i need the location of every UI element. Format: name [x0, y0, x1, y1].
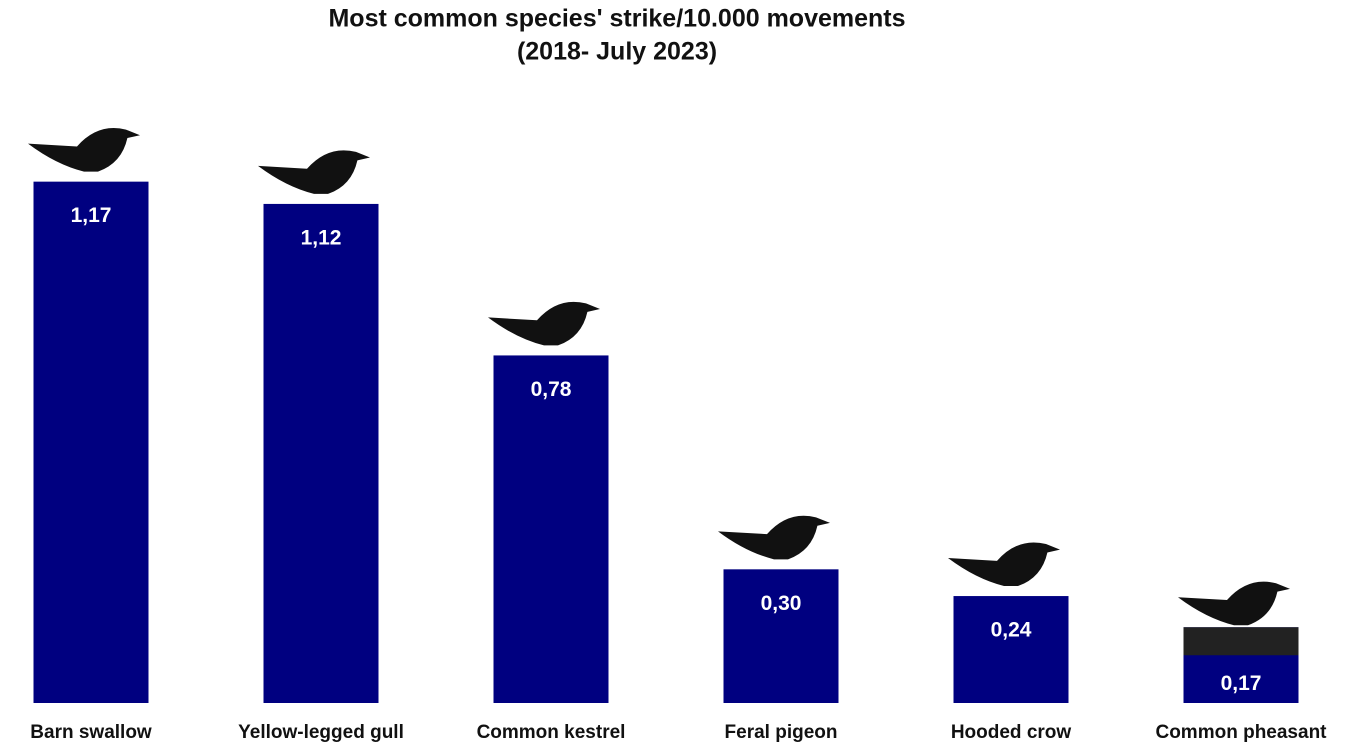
x-tick-label: Barn swallow: [30, 722, 152, 743]
bird-silhouette: [488, 301, 600, 346]
chart-title: Most common species' strike/10.000 movem…: [328, 5, 905, 33]
value-label: 0,17: [1221, 672, 1262, 695]
bird-silhouette: [948, 542, 1060, 587]
bar: [263, 203, 379, 704]
bird-icon: [488, 301, 600, 346]
bird-icon: [1178, 581, 1290, 626]
x-tick-label: Yellow-legged gull: [238, 722, 404, 743]
ground-icon: [1183, 627, 1299, 656]
bird-silhouette: [258, 150, 370, 194]
bar: [493, 355, 609, 703]
value-label: 1,17: [71, 204, 112, 227]
value-label: 0,78: [531, 378, 572, 401]
x-tick-label: Hooded crow: [951, 722, 1072, 743]
chart-subtitle: (2018- July 2023): [517, 38, 717, 66]
bird-silhouette: [1178, 581, 1290, 626]
bird-silhouette: [28, 128, 141, 172]
bar: [33, 181, 149, 703]
value-label: 1,12: [301, 226, 342, 249]
value-label: 0,24: [991, 619, 1032, 642]
value-label: 0,30: [761, 592, 802, 615]
x-tick-label: Common kestrel: [477, 722, 626, 743]
bird-icon: [28, 128, 141, 172]
x-tick-label: Feral pigeon: [725, 722, 838, 743]
bird-silhouette: [718, 515, 830, 560]
x-tick-label: Common pheasant: [1155, 722, 1327, 743]
bird-icon: [948, 542, 1060, 587]
bird-icon: [258, 150, 370, 194]
bar: [953, 596, 1069, 703]
bar: [723, 569, 839, 703]
bird-icon: [718, 515, 830, 560]
